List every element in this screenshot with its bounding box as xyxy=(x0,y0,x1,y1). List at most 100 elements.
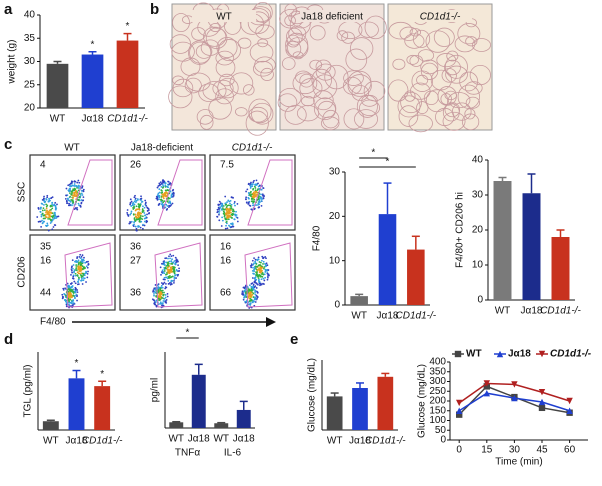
flow-event xyxy=(154,289,157,291)
flow-event xyxy=(41,219,43,222)
flow-event xyxy=(53,217,56,220)
flow-event xyxy=(224,202,227,205)
flow-event xyxy=(73,280,76,283)
adipocyte xyxy=(195,44,213,59)
y-tick-label: 40 xyxy=(472,155,484,166)
flow-event xyxy=(217,206,220,209)
flow-event xyxy=(255,195,257,198)
flow-event xyxy=(53,224,56,226)
flow-event xyxy=(252,263,255,266)
flow-event xyxy=(43,195,45,198)
flow-event xyxy=(174,263,176,265)
flow-event xyxy=(175,268,178,271)
y-tick-label: 250 xyxy=(429,386,446,397)
flow-event xyxy=(134,198,137,201)
flow-event xyxy=(136,208,139,211)
adipocyte xyxy=(409,28,422,37)
flow-event xyxy=(137,216,140,219)
group-label: TNFα xyxy=(175,448,200,459)
flow-event xyxy=(162,283,164,286)
adipocyte xyxy=(446,50,459,62)
gate-percent: 7.5 xyxy=(220,160,234,171)
flow-event xyxy=(165,203,168,206)
flow-event xyxy=(81,185,84,188)
flow-event xyxy=(244,300,247,303)
flow-event xyxy=(79,268,81,270)
flow-event xyxy=(252,285,255,288)
flow-event xyxy=(236,203,239,205)
marker xyxy=(511,394,518,402)
flow-event xyxy=(70,290,73,293)
flow-event xyxy=(153,287,156,290)
flow-event xyxy=(220,225,223,227)
flow-event xyxy=(252,266,254,269)
flow-event xyxy=(161,184,164,186)
adipocyte xyxy=(464,81,483,95)
flow-event xyxy=(262,256,265,259)
flow-event xyxy=(231,217,233,219)
y-tick-label: 40 xyxy=(24,10,36,21)
flow-event xyxy=(259,275,262,278)
flow-event xyxy=(53,212,56,215)
flow-event xyxy=(256,189,259,191)
flow-event xyxy=(262,263,264,265)
flow-event xyxy=(252,283,255,286)
flow-event xyxy=(68,199,71,202)
flow-event xyxy=(241,290,244,293)
flow-event xyxy=(250,193,253,196)
flow-event xyxy=(247,192,250,194)
flow-event xyxy=(80,199,83,201)
flow-event xyxy=(46,194,49,197)
flow-event xyxy=(51,196,54,199)
flow-event xyxy=(77,278,80,281)
flow-event xyxy=(225,224,227,227)
adipocyte xyxy=(248,106,269,123)
adipocyte xyxy=(408,114,433,133)
legend-label: Jα18 xyxy=(508,349,531,360)
flow-event xyxy=(69,295,72,298)
flow-event xyxy=(250,294,252,297)
flow-event xyxy=(168,260,171,263)
flow-event xyxy=(86,276,89,279)
significance: * xyxy=(91,39,95,50)
adipocyte xyxy=(406,54,419,65)
flow-event xyxy=(165,298,168,301)
flow-event xyxy=(243,287,246,290)
adipocyte xyxy=(361,94,378,107)
y-tick-label: 35 xyxy=(24,33,36,44)
flow-event xyxy=(80,189,83,192)
adipocyte xyxy=(430,69,452,91)
flow-event xyxy=(78,270,81,273)
flow-event xyxy=(80,201,83,204)
flow-plot xyxy=(209,234,296,311)
flow-event xyxy=(169,268,172,271)
bar xyxy=(493,181,512,300)
adipocyte xyxy=(198,83,220,102)
flow-event xyxy=(77,184,80,187)
flow-event xyxy=(159,287,162,290)
flow-event xyxy=(69,192,71,195)
flow-event xyxy=(75,267,78,270)
flow-event xyxy=(139,215,142,217)
flow-event xyxy=(258,281,261,283)
flow-event xyxy=(62,287,65,290)
flow-event xyxy=(43,201,46,203)
y-tick-label: 0 xyxy=(440,435,446,446)
flow-event xyxy=(225,206,228,208)
significance: * xyxy=(100,369,104,380)
flow-event xyxy=(254,290,257,292)
flow-event xyxy=(166,292,169,295)
flow-event xyxy=(263,273,266,276)
flow-event xyxy=(253,272,255,275)
adipocyte xyxy=(245,110,269,136)
bar xyxy=(214,423,229,428)
flow-event xyxy=(257,182,259,185)
flow-event xyxy=(82,274,85,277)
flow-event xyxy=(166,277,169,280)
flow-event xyxy=(140,195,142,198)
flow-event xyxy=(79,253,82,256)
flow-event xyxy=(236,220,239,223)
gate xyxy=(247,159,293,226)
flow-event xyxy=(249,298,252,300)
flow-event xyxy=(51,207,54,210)
